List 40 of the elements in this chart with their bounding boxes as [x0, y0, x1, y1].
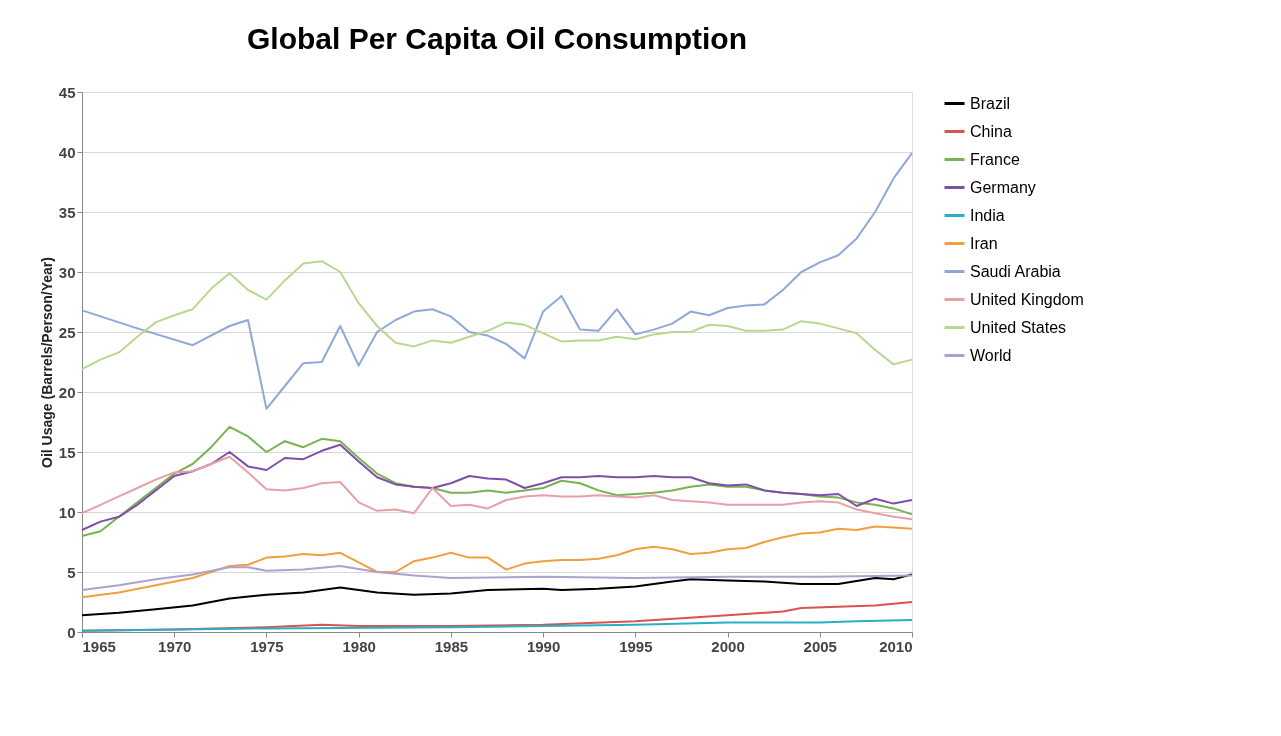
line-series — [81, 425, 913, 537]
legend-label: Germany — [970, 178, 1036, 196]
x-tick-label: 1965 — [82, 637, 116, 655]
legend-label: France — [970, 150, 1020, 168]
line-series — [81, 152, 913, 410]
x-tick-label: 2000 — [711, 637, 745, 655]
y-tick-label: 35 — [58, 203, 76, 221]
line-series — [81, 455, 913, 521]
x-tick-label: 2010 — [879, 637, 913, 655]
legend-label: Brazil — [970, 94, 1011, 112]
chart-title: Global Per Capita Oil Consumption — [246, 22, 748, 55]
legend-label: United States — [970, 318, 1067, 336]
x-tick-label: 1990 — [526, 637, 561, 655]
y-axis-title: Oil Usage (Barrels/Person/Year) — [38, 257, 55, 468]
y-tick-label: 15 — [58, 443, 76, 461]
y-tick-label: 30 — [58, 263, 76, 281]
line-series — [81, 573, 913, 617]
y-tick-label: 0 — [67, 623, 76, 641]
y-tick-label: 5 — [67, 563, 76, 581]
legend-label: Saudi Arabia — [970, 262, 1061, 280]
y-tick-label: 10 — [58, 503, 76, 521]
legend-label: China — [970, 122, 1012, 140]
legend-label: India — [970, 206, 1005, 224]
y-tick-label: 45 — [58, 83, 76, 101]
x-tick-label: 1985 — [434, 637, 469, 655]
legend-label: United Kingdom — [970, 290, 1084, 308]
legend-label: World — [970, 346, 1012, 364]
line-series — [81, 525, 913, 599]
line-series — [81, 565, 913, 591]
legend-label: Iran — [970, 234, 998, 252]
y-tick-label: 25 — [58, 323, 76, 341]
y-tick-label: 40 — [58, 143, 76, 161]
x-tick-label: 2005 — [803, 637, 837, 655]
x-tick-label: 1970 — [158, 637, 192, 655]
y-tick-label: 20 — [58, 383, 76, 401]
line-series — [81, 443, 913, 531]
line-series — [81, 260, 913, 371]
x-tick-label: 1995 — [619, 637, 653, 655]
x-tick-label: 1980 — [342, 637, 376, 655]
x-tick-label: 1975 — [250, 637, 284, 655]
